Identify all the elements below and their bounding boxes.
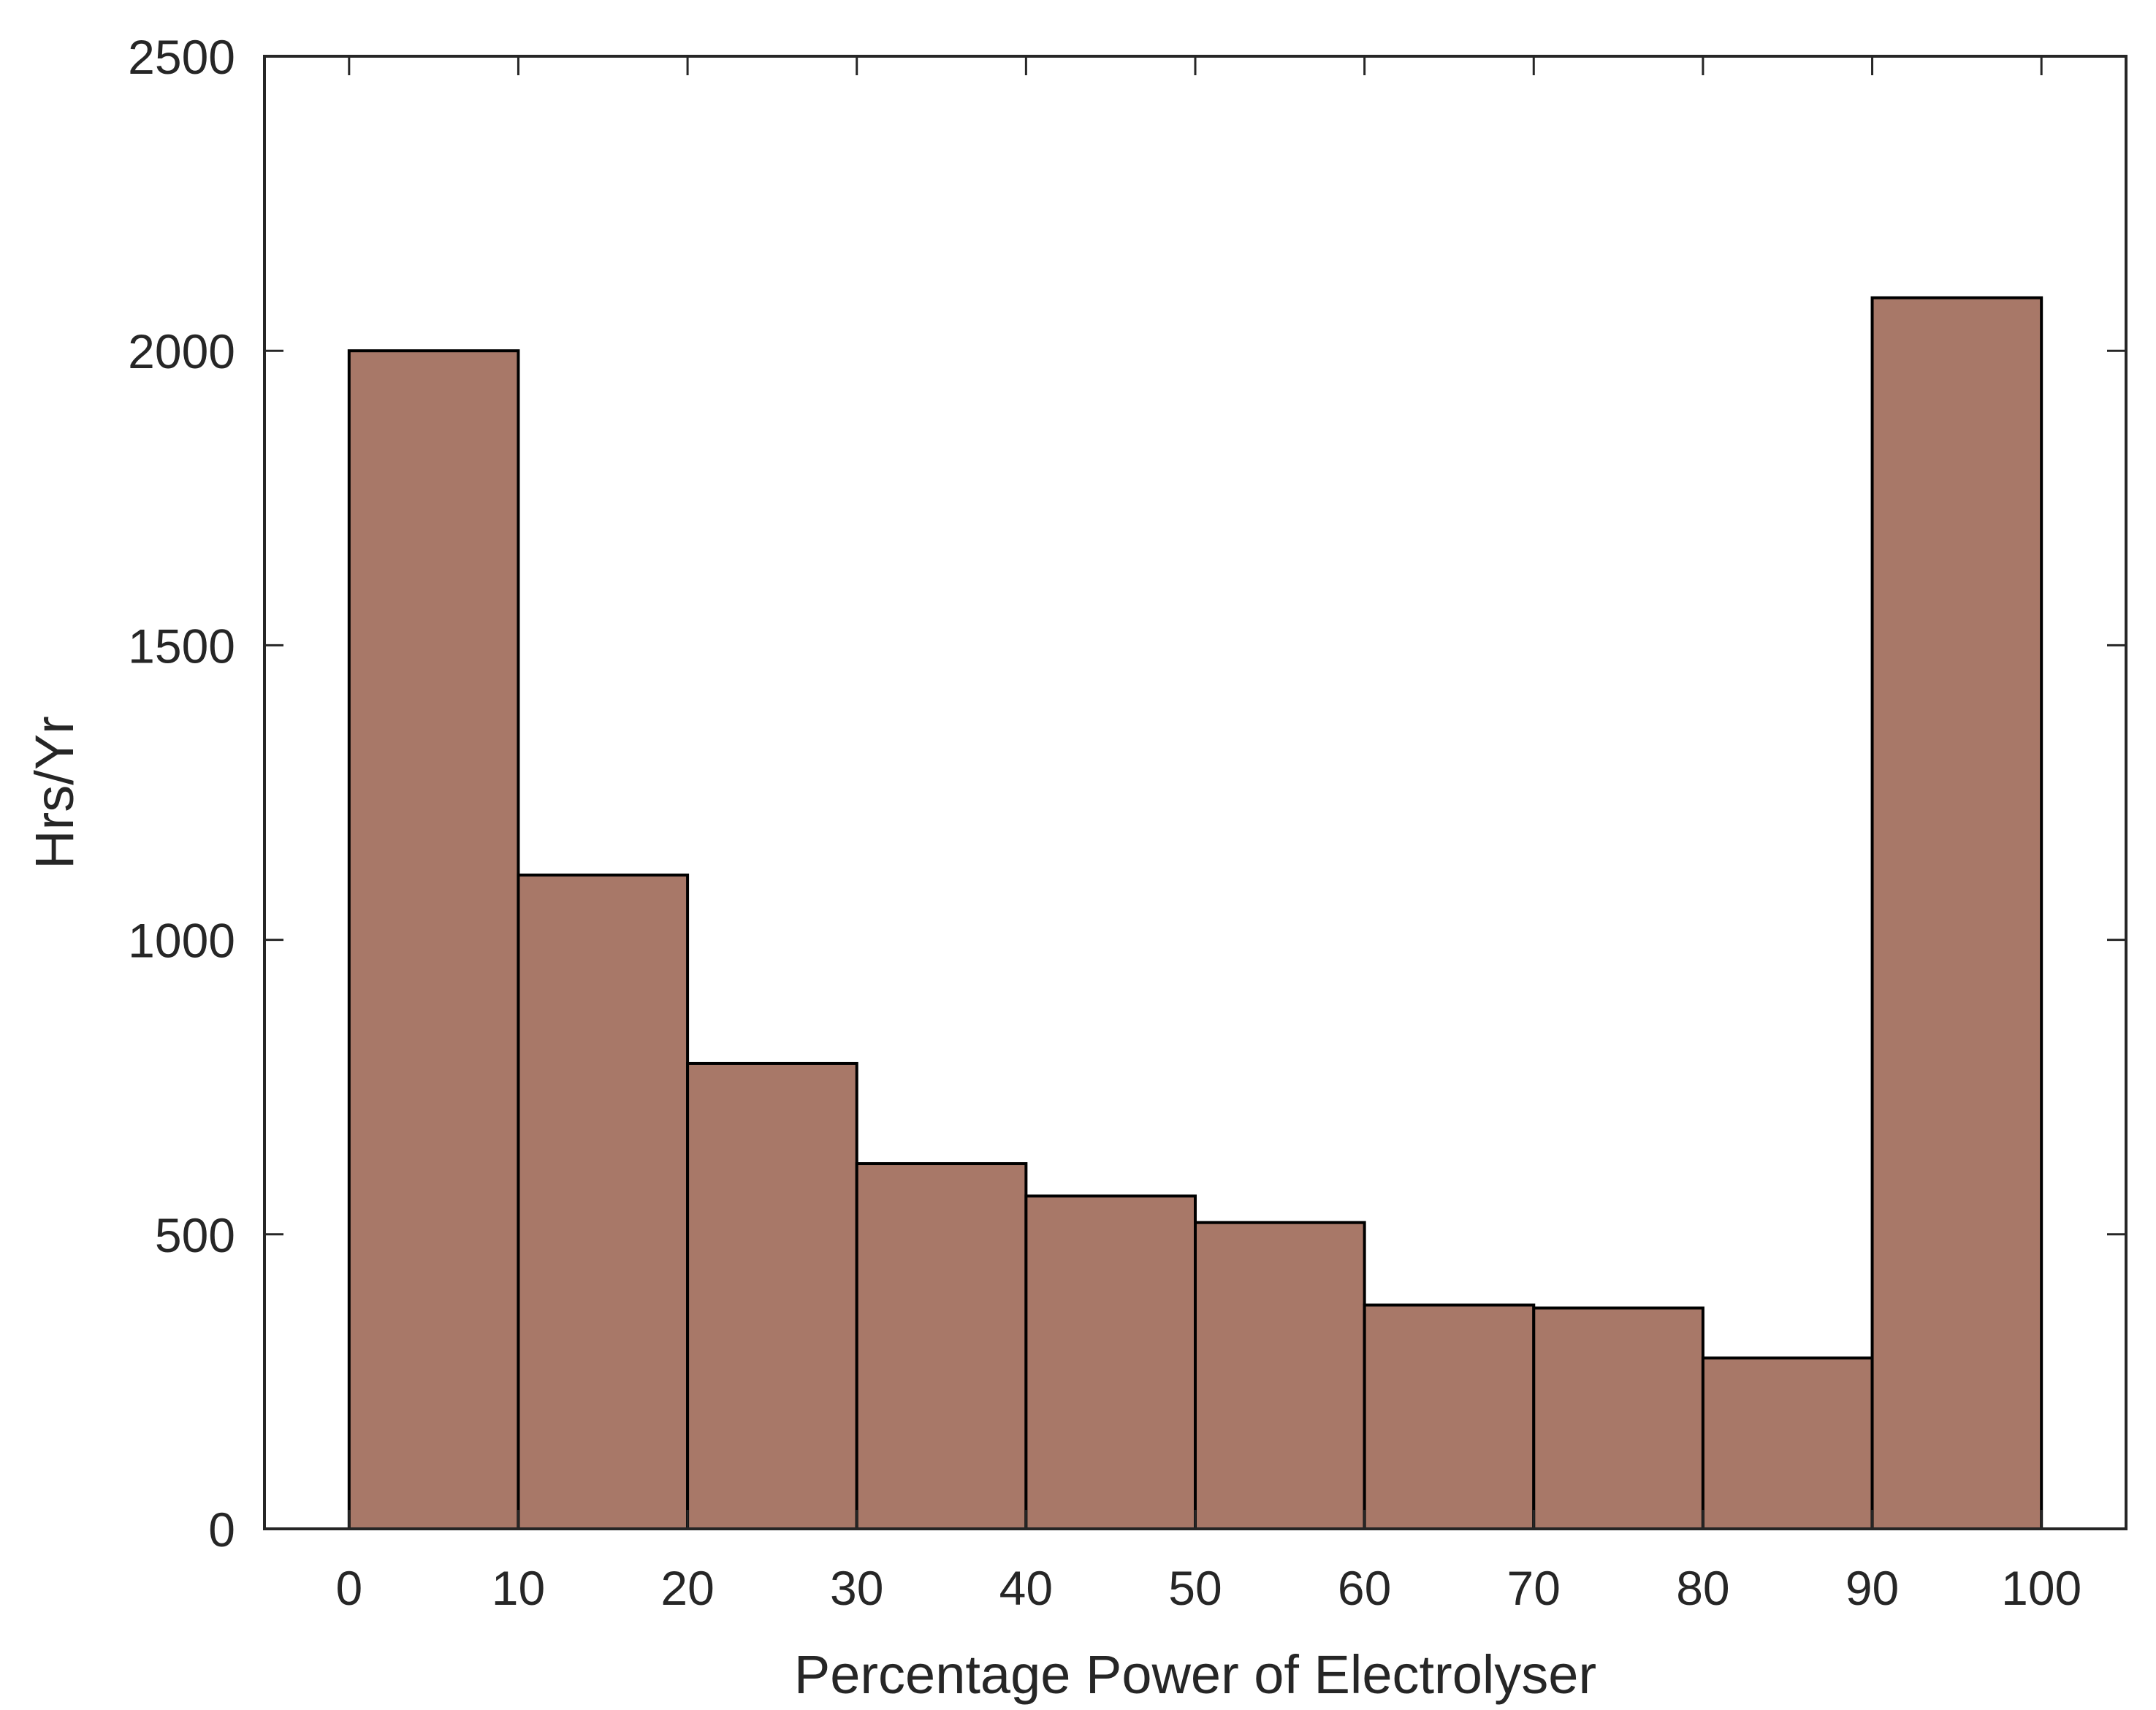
y-tick-label: 0 <box>208 1503 235 1557</box>
x-tick-label: 100 <box>2001 1561 2081 1615</box>
axes-box <box>263 55 2128 1530</box>
x-tick-label: 50 <box>1168 1561 1222 1615</box>
x-tick-label: 30 <box>830 1561 883 1615</box>
y-tick-label: 1000 <box>128 914 235 968</box>
y-axis-title: Hrs/Yr <box>24 716 85 869</box>
y-tick-label: 2500 <box>128 30 235 84</box>
histogram-bar <box>855 1162 1028 1530</box>
x-tick-label: 10 <box>492 1561 545 1615</box>
x-tick-label: 70 <box>1507 1561 1561 1615</box>
histogram-bar <box>1024 1194 1197 1531</box>
y-tick-label: 500 <box>155 1208 235 1262</box>
bars-group <box>347 296 2043 1531</box>
histogram-bar <box>1701 1356 1874 1531</box>
y-tick-label: 1500 <box>128 619 235 673</box>
x-tick-label: 0 <box>335 1561 362 1615</box>
histogram-bar <box>347 349 520 1531</box>
histogram-bar <box>1194 1221 1366 1530</box>
histogram-bar <box>1532 1306 1704 1530</box>
histogram-bar <box>686 1061 858 1530</box>
x-tick-label: 90 <box>1845 1561 1899 1615</box>
x-axis-title: Percentage Power of Electrolyser <box>794 1644 1596 1705</box>
x-tick-label: 60 <box>1338 1561 1391 1615</box>
y-tick-labels: 0 500 1000 1500 2000 2500 <box>128 30 235 1557</box>
x-tick-label: 80 <box>1676 1561 1729 1615</box>
y-tick-label: 2000 <box>128 324 235 378</box>
histogram-bar <box>517 873 690 1530</box>
x-tick-label: 20 <box>660 1561 714 1615</box>
histogram-bar <box>1870 296 2043 1530</box>
x-tick-labels: 0 10 20 30 40 50 60 70 80 90 100 <box>335 1561 2081 1615</box>
x-tick-label: 40 <box>999 1561 1053 1615</box>
histogram-bar <box>1363 1303 1536 1530</box>
